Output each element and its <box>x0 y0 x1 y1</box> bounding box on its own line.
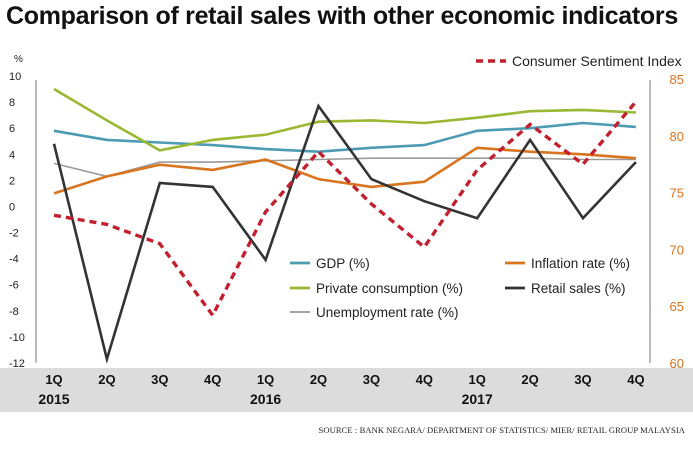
y-axis-unit-label: % <box>14 54 23 65</box>
x-tick-label: 3Q <box>363 372 380 387</box>
left-tick-label: 6 <box>9 123 15 135</box>
series-line-retail-sales <box>52 103 637 365</box>
left-tick-label: -4 <box>9 254 19 266</box>
series-line-consumer-sentiment-index <box>53 100 638 319</box>
x-tick-label: 2Q <box>521 372 538 387</box>
x-tick-label: 3Q <box>151 372 168 387</box>
series-line-inflation-rate <box>53 146 636 195</box>
left-tick-label: -8 <box>9 306 19 318</box>
x-tick-label: 1Q <box>257 372 274 387</box>
x-year-label: 2015 <box>38 391 69 407</box>
x-tick-label: 4Q <box>416 372 433 387</box>
x-axis-categories: 1Q 2Q 3Q 4Q 1Q 2Q 3Q 4Q 1Q 2Q 3Q 4Q <box>45 372 644 387</box>
x-year-label: 2016 <box>250 391 281 407</box>
x-tick-label: 1Q <box>469 372 486 387</box>
right-tick-label: 80 <box>670 129 684 144</box>
legend-label-consumer-sentiment: Consumer Sentiment Index <box>512 53 682 69</box>
legend-label: Unemployment rate (%) <box>316 305 459 320</box>
x-tick-label: 4Q <box>627 372 644 387</box>
x-tick-label: 2Q <box>98 372 115 387</box>
legend-label: Inflation rate (%) <box>531 256 630 271</box>
left-tick-label: -2 <box>9 228 19 240</box>
series-layer <box>52 87 638 365</box>
right-axis-ticks: 85 80 75 70 65 60 <box>670 72 684 371</box>
x-tick-label: 1Q <box>45 372 62 387</box>
right-tick-label: 70 <box>670 242 684 257</box>
left-axis-ticks: 10 8 6 4 2 0 -2 -4 -6 -8 -10 -12 <box>9 71 25 370</box>
series-line-gdp <box>53 121 636 154</box>
legend-label: Private consumption (%) <box>316 281 463 296</box>
left-tick-label: -10 <box>9 332 25 344</box>
right-tick-label: 85 <box>670 72 684 87</box>
x-year-label: 2017 <box>462 391 493 407</box>
right-tick-label: 75 <box>670 186 684 201</box>
left-tick-label: 2 <box>9 175 15 187</box>
source-note: SOURCE : BANK NEGARA/ DEPARTMENT OF STAT… <box>318 425 685 435</box>
left-tick-label: -12 <box>9 358 25 370</box>
series-line-unemployment-rate <box>53 157 636 178</box>
left-tick-label: 10 <box>9 71 21 83</box>
x-tick-label: 3Q <box>574 372 591 387</box>
left-tick-label: 8 <box>9 97 15 109</box>
series-line-private-consumption <box>53 87 636 152</box>
right-tick-label: 65 <box>670 299 684 314</box>
x-axis-years: 2015 2016 2017 <box>38 391 493 407</box>
right-tick-label: 60 <box>670 356 684 371</box>
left-tick-label: 4 <box>9 149 15 161</box>
legend: Consumer Sentiment Index GDP (%) Inflation… <box>290 53 682 320</box>
left-tick-label: 0 <box>9 201 15 213</box>
legend-label: GDP (%) <box>316 256 370 271</box>
x-tick-label: 2Q <box>310 372 327 387</box>
legend-label: Retail sales (%) <box>531 281 626 296</box>
x-tick-label: 4Q <box>204 372 221 387</box>
left-tick-label: -6 <box>9 280 19 292</box>
chart-title: Comparison of retail sales with other ec… <box>6 2 678 30</box>
x-axis-band <box>0 368 693 412</box>
